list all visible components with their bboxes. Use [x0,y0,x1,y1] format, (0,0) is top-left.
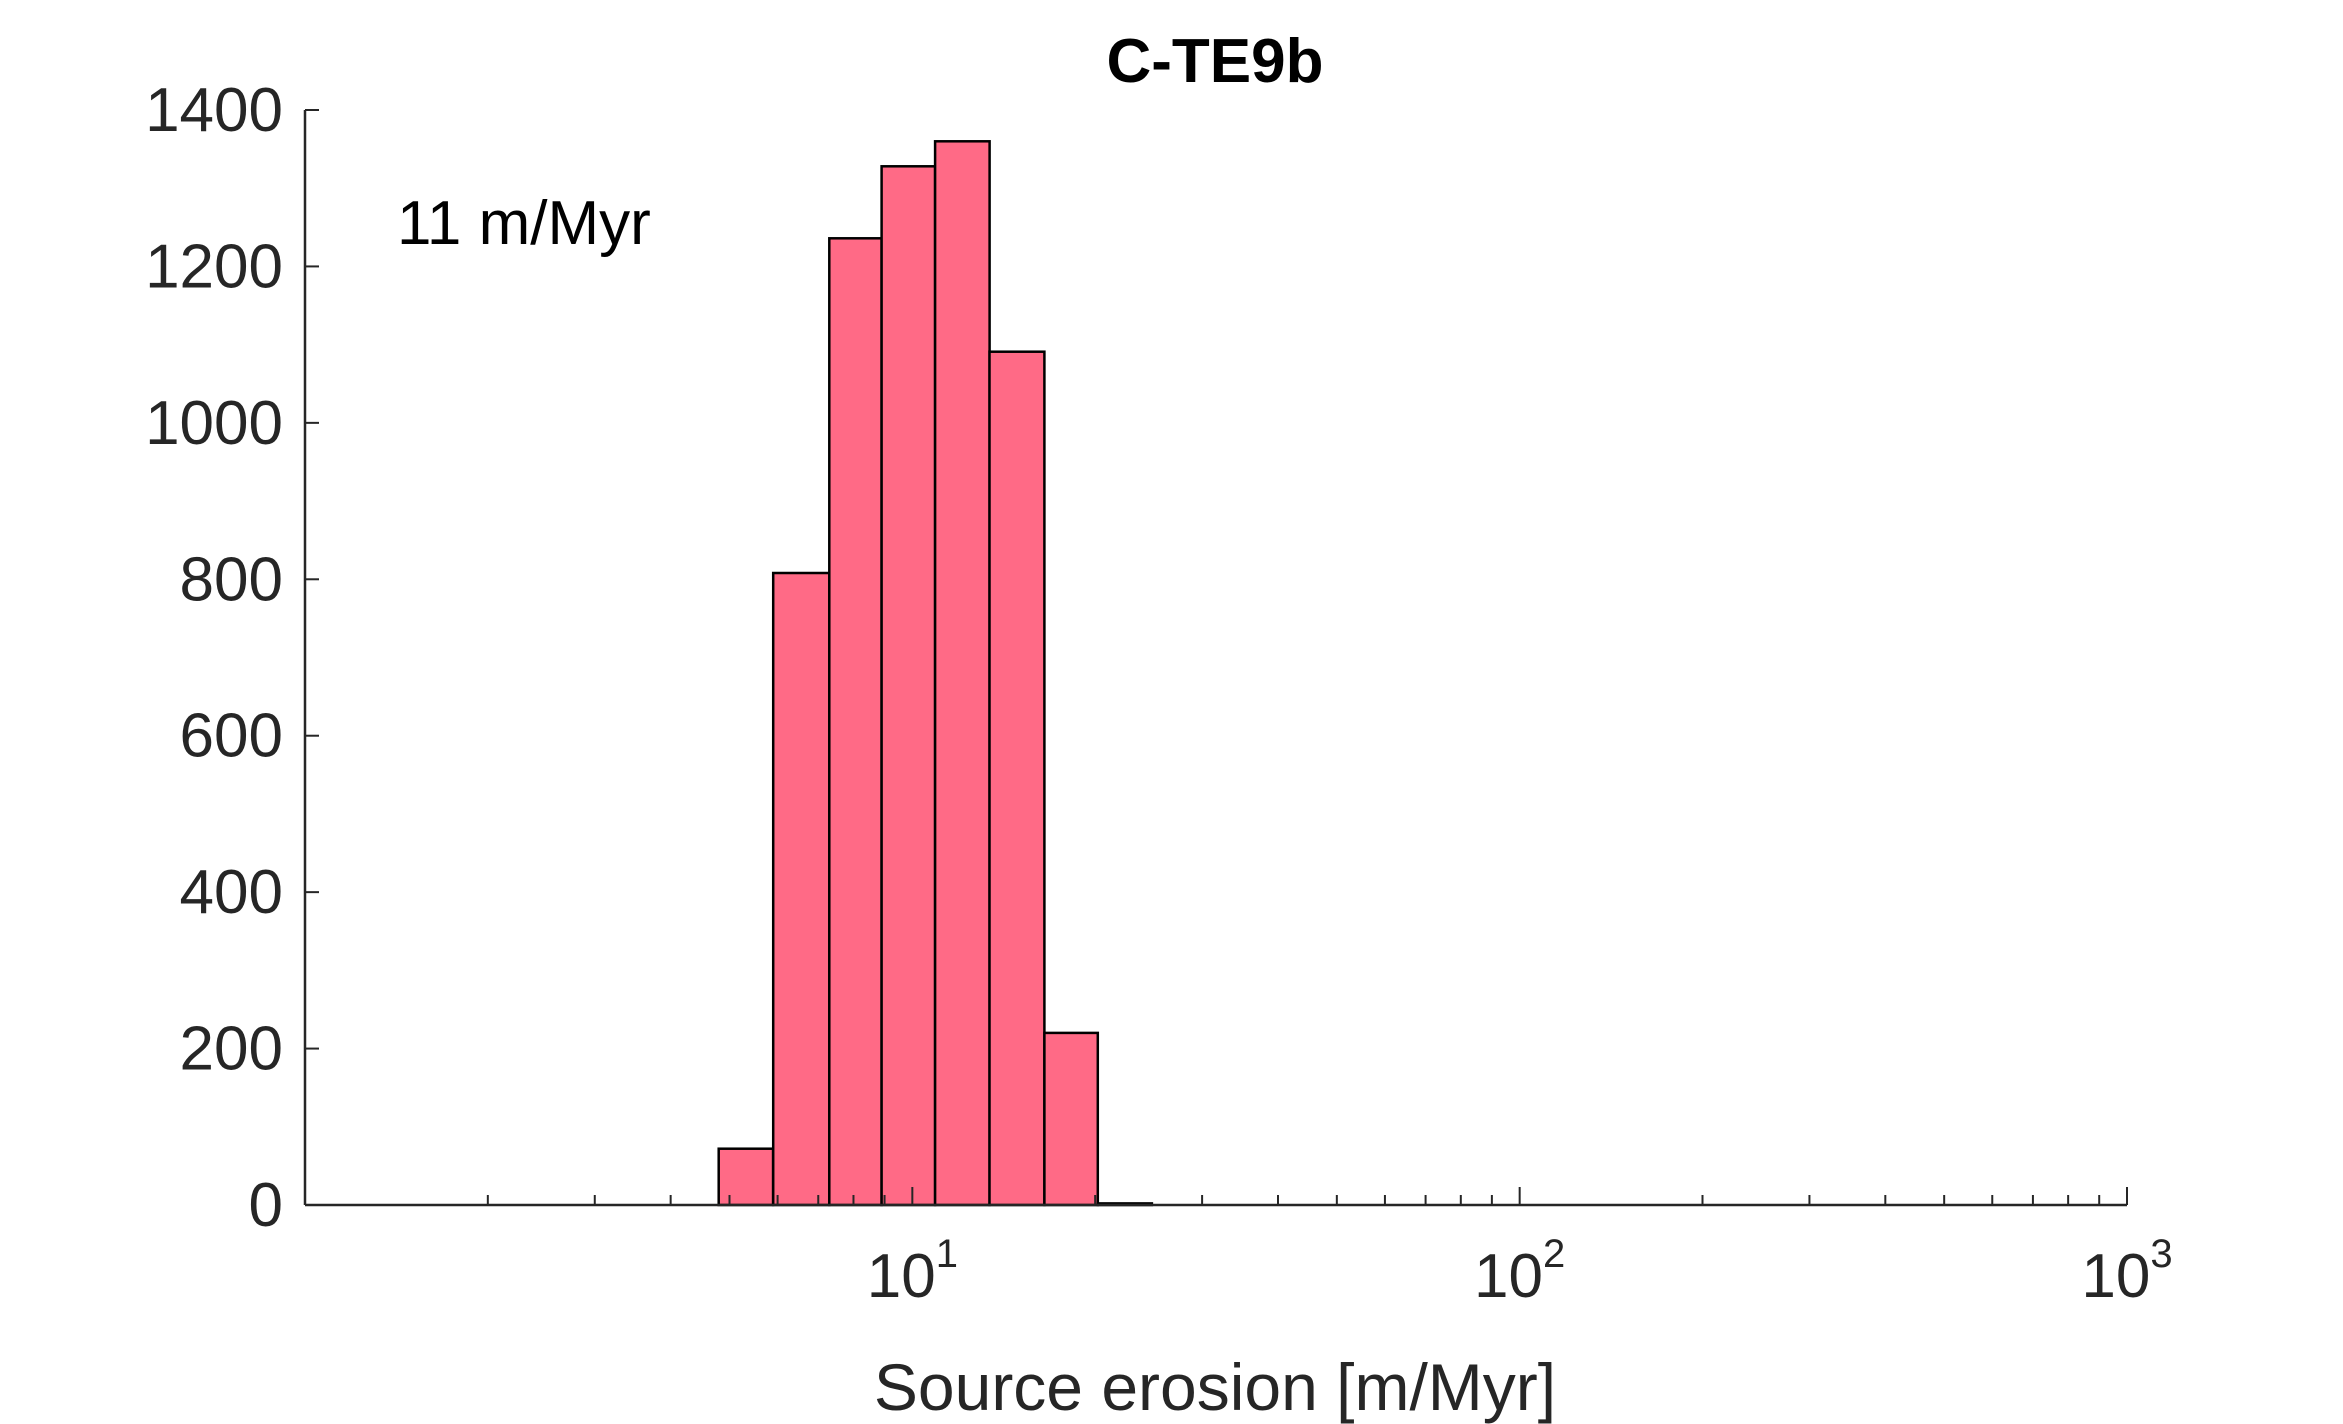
y-tick-label: 1200 [145,232,283,301]
histogram-bar-4 [880,165,937,1207]
histogram-bar-1 [717,1147,775,1207]
annotation-text: 11 m/Myr [397,189,651,258]
x-axis-label: Source erosion [m/Myr] [874,1350,1556,1424]
y-tick-label: 200 [180,1015,283,1084]
bars-group [717,140,1154,1207]
y-ticks-group: 0 200 400 600 800 1000 1200 1400 [145,76,319,1240]
y-tick-label: 800 [180,545,283,614]
y-tick-label: 400 [180,858,283,927]
histogram-bar-5 [933,140,991,1207]
x-tick-label: 103 [2081,1232,2172,1311]
x-tick-label: 102 [1474,1232,1565,1311]
x-ticks-group: 101 102 103 [304,1187,2173,1311]
y-tick-label: 0 [249,1171,283,1240]
histogram-bar-3 [828,237,883,1207]
axes-group [303,110,2127,1207]
chart-title: C-TE9b [1107,27,1324,96]
y-tick-label: 600 [180,702,283,771]
y-tick-label: 1000 [145,389,283,458]
histogram-bar-7 [1043,1031,1100,1207]
x-tick-label: 101 [867,1232,958,1311]
y-tick-label: 1400 [145,76,283,145]
histogram-bar-6 [988,350,1046,1207]
histogram-bar-2 [771,571,831,1207]
